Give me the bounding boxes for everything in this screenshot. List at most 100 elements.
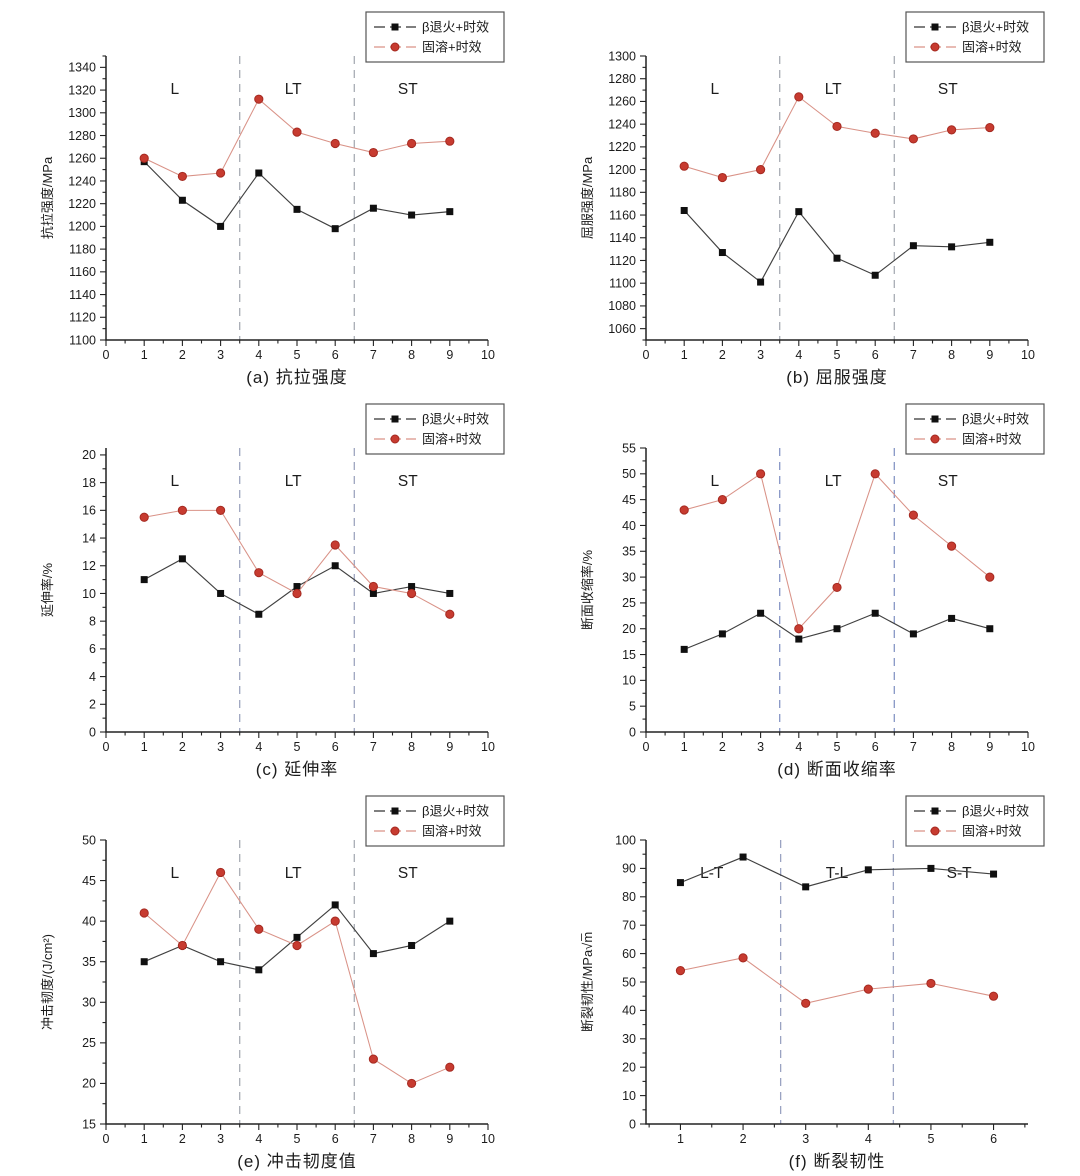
chart-figure-yield-strength: 1060 1080 1100 1120 1140 1160 1180 1200 1220 1240… bbox=[540, 0, 1080, 392]
y-tick-label: 40 bbox=[622, 519, 636, 533]
x-tick-label: 4 bbox=[255, 740, 262, 754]
y-tick-label: 50 bbox=[82, 833, 96, 847]
data-point-square bbox=[718, 249, 726, 257]
series-solution-aging bbox=[139, 94, 455, 182]
y-tick-label: 1060 bbox=[608, 322, 636, 336]
region-label: L bbox=[710, 473, 719, 490]
data-point-circle bbox=[675, 966, 686, 976]
series-solution-aging bbox=[679, 469, 995, 634]
data-point-square bbox=[331, 901, 339, 909]
legend-square-marker-icon bbox=[391, 807, 399, 815]
x-tick-label: 5 bbox=[294, 1132, 301, 1146]
x-tick-label: 10 bbox=[1021, 348, 1035, 362]
x-tick-label: 4 bbox=[795, 348, 802, 362]
x-tick-label: 2 bbox=[740, 1132, 747, 1146]
y-tick-label: 1160 bbox=[69, 265, 96, 279]
x-tick-label: 10 bbox=[481, 348, 495, 362]
axis-tick-labels: 1100112011401160118012001220124012601280… bbox=[68, 61, 495, 362]
y-axis-title: 延伸率/% bbox=[40, 562, 55, 617]
data-point-square bbox=[331, 562, 339, 570]
chart-yield-strength-canvas: 1060108011001120114011601180120012201240… bbox=[580, 11, 1045, 362]
x-tick-label: 1 bbox=[681, 348, 688, 362]
data-point-square bbox=[757, 609, 765, 617]
legend-label: 固溶+时效 bbox=[962, 824, 1022, 839]
data-point-square bbox=[408, 941, 416, 949]
y-tick-label: 1180 bbox=[609, 186, 636, 200]
data-point-square bbox=[446, 917, 454, 925]
x-tick-label: 6 bbox=[990, 1132, 997, 1146]
data-point-circle bbox=[717, 172, 727, 183]
y-tick-label: 90 bbox=[622, 862, 636, 876]
y-tick-label: 1260 bbox=[608, 95, 636, 109]
y-tick-label: 30 bbox=[622, 570, 636, 584]
y-tick-label: 10 bbox=[622, 674, 636, 688]
x-tick-label: 7 bbox=[370, 348, 377, 362]
y-tick-label: 6 bbox=[89, 642, 96, 656]
data-point-square bbox=[293, 205, 301, 213]
data-point-circle bbox=[679, 505, 689, 515]
chart-figure-tensile-strength: 1100 1120 1140 1160 1180 1200 1220 1240 1260 1280… bbox=[0, 0, 540, 392]
x-tick-label: 9 bbox=[986, 348, 993, 362]
data-point-circle bbox=[407, 588, 417, 599]
data-point-square bbox=[255, 610, 263, 618]
data-point-circle bbox=[947, 125, 957, 135]
x-tick-label: 8 bbox=[948, 740, 955, 754]
x-tick-label: 8 bbox=[408, 740, 415, 754]
x-tick-label: 9 bbox=[986, 740, 993, 754]
data-point-circle bbox=[254, 94, 264, 104]
y-tick-label: 12 bbox=[82, 559, 96, 573]
y-tick-label: 1300 bbox=[68, 106, 96, 120]
x-tick-label: 3 bbox=[217, 1132, 224, 1146]
x-tick-label: 2 bbox=[179, 740, 186, 754]
y-tick-label: 15 bbox=[622, 648, 636, 662]
data-point-circle bbox=[445, 136, 455, 146]
data-point-circle bbox=[368, 1054, 378, 1064]
x-tick-label: 5 bbox=[294, 348, 301, 362]
data-point-circle bbox=[139, 153, 149, 163]
y-tick-label: 70 bbox=[622, 919, 636, 933]
y-tick-label: 30 bbox=[622, 1032, 636, 1046]
data-point-square bbox=[948, 243, 956, 251]
legend-label: β退火+时效 bbox=[962, 20, 1029, 35]
data-point-square bbox=[217, 589, 225, 597]
legend-circle-marker-icon bbox=[390, 434, 400, 444]
y-tick-label: 1080 bbox=[608, 299, 636, 313]
x-tick-label: 4 bbox=[255, 348, 262, 362]
region-label: LT bbox=[285, 865, 302, 882]
chart-figure-impact-toughness: 15 20 25 30 35 40 45 50 0 1 2 3 4 5 6 7 8 9 10 L LT ST β退火+时效固… bbox=[0, 784, 540, 1176]
y-axis-title: 冲击韧度/(J/cm²) bbox=[40, 934, 55, 1030]
y-tick-label: 20 bbox=[622, 1061, 636, 1075]
data-point-square bbox=[369, 950, 377, 958]
data-point-square bbox=[680, 645, 688, 653]
y-tick-label: 10 bbox=[622, 1089, 636, 1103]
legend-label: β退火+时效 bbox=[422, 20, 489, 35]
data-point-circle bbox=[177, 940, 187, 951]
x-tick-label: 1 bbox=[141, 740, 148, 754]
x-tick-label: 6 bbox=[332, 740, 339, 754]
x-tick-label: 10 bbox=[481, 740, 495, 754]
y-axis-title: 屈服强度/MPa bbox=[580, 156, 595, 239]
x-tick-label: 8 bbox=[408, 1132, 415, 1146]
y-tick-label: 1320 bbox=[68, 83, 96, 97]
y-tick-label: 35 bbox=[622, 545, 636, 559]
chart-caption-reduction-of-area: (d) 断面收缩率 bbox=[777, 760, 897, 779]
y-tick-label: 35 bbox=[82, 955, 96, 969]
x-tick-label: 7 bbox=[910, 740, 917, 754]
data-point-square bbox=[217, 222, 225, 230]
axis-tick-labels: 0 10 20 30 40 50 60 70 80 90 100 1 2 3 4 5 6 bbox=[615, 833, 997, 1146]
y-tick-label: 16 bbox=[82, 504, 96, 518]
data-point-square bbox=[331, 225, 339, 233]
data-point-circle bbox=[216, 168, 226, 178]
x-tick-label: 7 bbox=[370, 1132, 377, 1146]
chart-caption-impact-toughness: (e) 冲击韧度值 bbox=[237, 1152, 357, 1171]
data-point-square bbox=[369, 204, 377, 212]
y-tick-label: 80 bbox=[622, 890, 636, 904]
data-point-circle bbox=[407, 138, 417, 149]
data-point-square bbox=[739, 853, 747, 861]
y-tick-label: 4 bbox=[89, 670, 96, 684]
